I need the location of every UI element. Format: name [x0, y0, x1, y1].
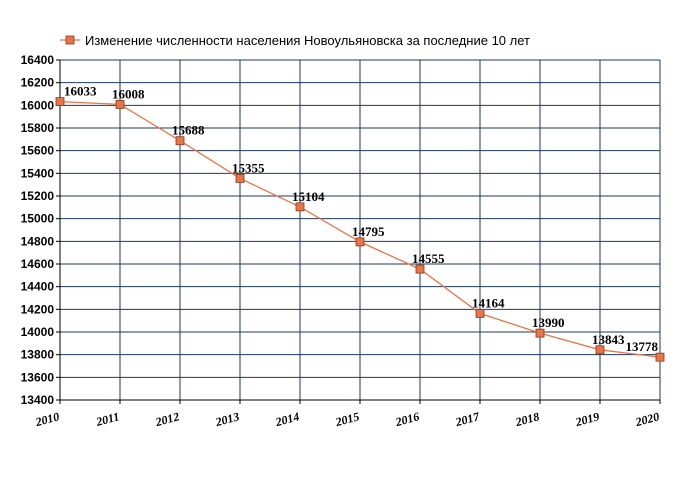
x-tick-label: 2018	[513, 409, 541, 429]
y-tick-label: 14200	[21, 302, 55, 316]
data-point-marker	[115, 100, 125, 109]
y-tick-label: 14400	[21, 280, 55, 294]
data-label: 14555	[412, 251, 445, 266]
x-tick-label: 2011	[94, 409, 121, 429]
data-point-marker	[55, 97, 65, 106]
y-tick-label: 16000	[21, 98, 55, 112]
x-tick-label: 2017	[453, 409, 482, 429]
x-tick-label: 2016	[393, 409, 421, 429]
data-label: 14795	[352, 224, 385, 239]
data-point-marker	[655, 352, 665, 362]
data-label: 13990	[532, 315, 565, 330]
data-point-marker	[175, 136, 185, 146]
grid	[59, 59, 661, 401]
series	[55, 97, 665, 362]
y-tick-label: 16200	[21, 76, 55, 90]
y-tick-label: 15600	[21, 144, 55, 158]
data-point-marker	[235, 174, 245, 183]
legend-entry: Изменение численности населения Новоулья…	[85, 33, 530, 48]
y-tick-label: 16400	[21, 53, 55, 67]
x-tick-label: 2010	[33, 409, 61, 429]
x-tick-label: 2020	[633, 409, 661, 429]
data-point-marker	[475, 309, 485, 318]
y-tick-label: 15000	[21, 212, 55, 226]
legend: Изменение численности населения Новоулья…	[60, 33, 530, 48]
y-tick-label: 14000	[21, 325, 55, 339]
axes	[56, 59, 661, 404]
data-point-marker	[595, 345, 605, 355]
data-label: 14164	[472, 295, 505, 310]
x-tick-label: 2015	[333, 409, 361, 429]
y-tick-label: 13400	[21, 393, 55, 407]
y-tick-label: 15400	[21, 166, 55, 180]
x-tick-label: 2013	[213, 409, 241, 429]
y-tick-label: 15800	[21, 121, 55, 135]
data-label: 13843	[592, 332, 625, 347]
data-point-marker	[355, 237, 365, 247]
y-tick-label: 14600	[21, 257, 55, 271]
x-tick-label: 2012	[153, 409, 181, 429]
x-tick-label: 2014	[273, 409, 301, 429]
data-labels: 16033 16008 15688 15355 15104 14795 14555 14164…	[64, 84, 659, 355]
data-point-marker	[535, 328, 545, 338]
y-tick-labels: 13400 13600 13800 14000 14200 14400 14600 14800…	[21, 53, 55, 407]
data-point-marker	[415, 264, 425, 274]
legend-marker-swatch	[65, 35, 75, 45]
y-tick-label: 13600	[21, 370, 55, 384]
data-label: 15688	[172, 123, 205, 138]
data-label: 13778	[626, 339, 659, 354]
x-tick-label: 2019	[573, 409, 601, 429]
data-label: 15355	[232, 160, 265, 175]
y-tick-label: 13800	[21, 348, 55, 362]
data-label: 15104	[292, 189, 325, 204]
data-point-marker	[295, 202, 305, 212]
y-tick-label: 15200	[21, 189, 55, 203]
data-label: 16008	[112, 86, 145, 101]
y-tick-label: 14800	[21, 234, 55, 248]
data-label: 16033	[64, 84, 97, 99]
x-tick-labels: 2010 2011 2012 2013 2014 2015 2016 2017 2018 2019…	[33, 409, 661, 429]
